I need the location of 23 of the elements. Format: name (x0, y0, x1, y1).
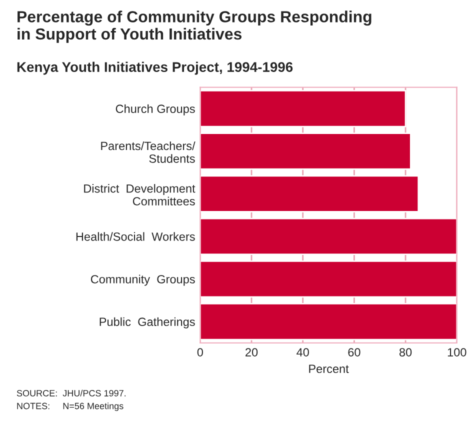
text: NOTES: N=56 Meetings (17, 402, 124, 411)
y-tick-label: District Development Committees (84, 184, 196, 206)
x-tick-label: 40 (296, 348, 309, 356)
bar (200, 303, 457, 340)
x-tick-label: 100 (448, 348, 466, 356)
bar (200, 175, 420, 212)
x-tick-label: 60 (348, 348, 360, 356)
y-tick-label: Parents/Teachers/ Students (101, 141, 196, 163)
bar (200, 90, 406, 128)
x-tick-label: 20 (246, 348, 258, 356)
x-tick-label: 0 (197, 348, 203, 356)
y-tick-label: Community Groups (90, 274, 195, 286)
chart-title: Percentage of Community Groups Responding in Support of Youth Initiatives (18, 10, 372, 43)
chart-subtitle: Kenya Youth Initiatives Project, 1994-1996 (17, 62, 293, 75)
x-tick-label: 80 (399, 348, 412, 356)
source-note: SOURCE: JHU/PCS 1997. (16, 390, 126, 396)
bar (200, 132, 412, 170)
y-tick-label: Health/Social Workers (76, 232, 195, 241)
y-tick-label: Public Gatherings (100, 317, 195, 328)
y-tick-label: Church Groups (116, 104, 195, 116)
bar (200, 218, 457, 256)
x-axis-title: Percent (309, 364, 349, 374)
bar (200, 260, 457, 298)
